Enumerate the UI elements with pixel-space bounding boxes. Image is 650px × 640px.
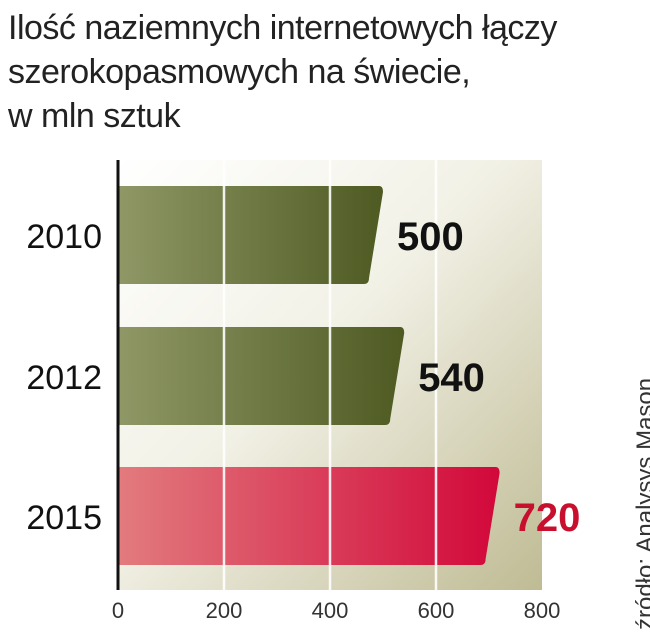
bar-2010 — [118, 186, 383, 284]
category-label-2015: 2015 — [26, 499, 102, 537]
category-label-2012: 2012 — [26, 359, 102, 397]
chart-title: Ilość naziemnych internetowych łączy sze… — [8, 6, 628, 138]
chart-title-line-1: Ilość naziemnych internetowych łączy — [8, 9, 557, 47]
grid-layer — [222, 160, 438, 590]
chart-title-line-2: szerokopasmowych na świecie, — [8, 53, 471, 91]
bars-layer — [118, 186, 500, 565]
labels-layer: 500 2010 540 2012 720 2015 0 200 400 600 800 — [26, 215, 580, 623]
x-tick-label-600: 600 — [418, 598, 455, 623]
chart-title-line-3: w mln sztuk — [8, 97, 181, 135]
bar-2015 — [118, 467, 500, 565]
value-label-2012: 540 — [418, 356, 485, 400]
value-label-2010: 500 — [397, 215, 464, 259]
source-note: źródło: Analysys Mason — [632, 377, 650, 630]
value-label-2015: 720 — [514, 496, 581, 540]
bar-2012 — [118, 327, 405, 425]
category-label-2010: 2010 — [26, 218, 102, 256]
x-tick-label-200: 200 — [206, 598, 243, 623]
x-tick-label-800: 800 — [524, 598, 561, 623]
x-tick-label-400: 400 — [312, 598, 349, 623]
x-tick-label-0: 0 — [112, 598, 124, 623]
